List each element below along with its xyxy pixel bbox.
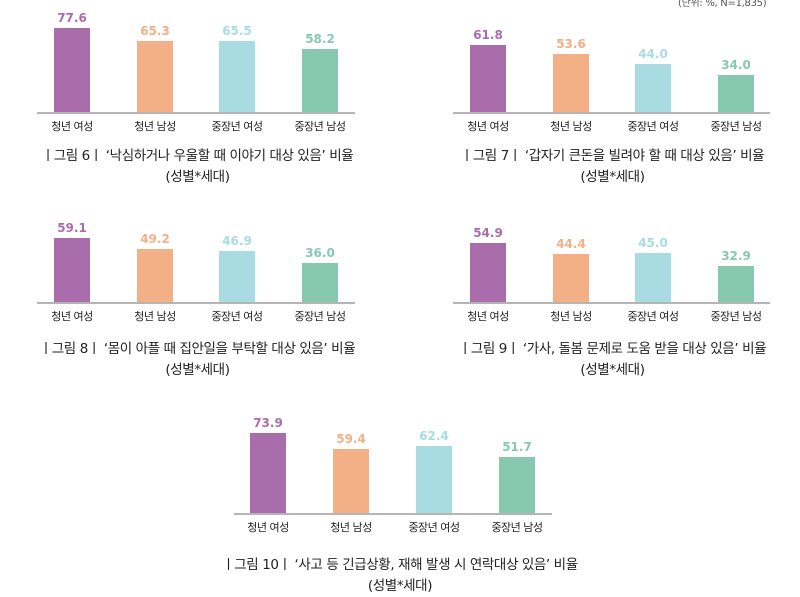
unit-note: (단위: %, N=1,835): [678, 0, 767, 9]
bar-middle-male: [718, 266, 754, 302]
category-label-young-male: 청년 남성: [134, 120, 176, 133]
value-label-middle-female: 65.5: [222, 24, 252, 39]
category-label-young-male: 청년 남성: [134, 310, 176, 323]
figure-subtitle: (성별*세대): [165, 169, 230, 185]
category-label-middle-male: 중장년 남성: [294, 310, 346, 323]
figure-title: ‘낙심하거나 우울할 때 이야기 대상 있음’ 비율: [105, 148, 354, 164]
value-label-young-female: 59.1: [57, 221, 87, 236]
value-label-young-female: 73.9: [253, 416, 283, 431]
bar-middle-female: [219, 251, 255, 302]
value-label-young-female: 54.9: [473, 225, 503, 240]
figure-title: ‘사고 등 긴급상황, 재해 발생 시 연락대상 있음’ 비율: [294, 557, 579, 573]
category-label-middle-male: 중장년 남성: [710, 120, 762, 133]
bar-middle-female: [635, 64, 671, 112]
bar-middle-female: [416, 445, 452, 513]
bar-young-male: [553, 54, 589, 112]
category-label-young-female: 청년 여성: [467, 310, 509, 323]
value-label-middle-female: 46.9: [222, 234, 252, 249]
value-label-young-male: 44.4: [556, 237, 586, 252]
bar-young-male: [333, 448, 369, 513]
value-label-young-female: 77.6: [57, 11, 87, 26]
figure-9-caption: ㅣ그림 9ㅣ ‘가사, 돌봄 문제로 도움 받을 대상 있음’ 비율 (성별*세…: [425, 339, 800, 381]
bar-middle-male: [718, 75, 754, 112]
x-axis-line: [37, 112, 355, 114]
x-axis-line: [234, 513, 552, 515]
category-label-middle-female: 중장년 여성: [211, 310, 263, 323]
value-label-middle-female: 62.4: [419, 428, 449, 443]
category-label-middle-female: 중장년 여성: [627, 310, 679, 323]
category-label-middle-male: 중장년 남성: [491, 521, 543, 534]
bar-young-male: [553, 254, 589, 302]
bar-middle-male: [499, 457, 535, 513]
value-label-young-male: 65.3: [140, 24, 170, 39]
bar-middle-female: [219, 41, 255, 112]
figure-label: ㅣ그림 9ㅣ: [458, 341, 520, 357]
category-label-young-female: 청년 여성: [467, 120, 509, 133]
category-label-young-male: 청년 남성: [550, 310, 592, 323]
value-label-young-male: 59.4: [336, 431, 366, 446]
bar-young-female: [250, 433, 286, 513]
category-label-young-female: 청년 여성: [51, 310, 93, 323]
category-label-middle-male: 중장년 남성: [294, 120, 346, 133]
value-label-middle-male: 32.9: [721, 249, 751, 264]
bar-young-male: [137, 248, 173, 302]
value-label-middle-female: 44.0: [638, 47, 668, 62]
value-label-young-female: 61.8: [473, 28, 503, 43]
category-label-young-female: 청년 여성: [51, 120, 93, 133]
x-axis-line: [453, 302, 770, 304]
figure-title: ‘가사, 돌봄 문제로 도움 받을 대상 있음’ 비율: [522, 341, 767, 357]
figure-subtitle: (성별*세대): [580, 169, 645, 185]
category-label-young-male: 청년 남성: [550, 120, 592, 133]
bar-middle-male: [302, 49, 338, 112]
x-axis-line: [453, 112, 770, 114]
value-label-middle-male: 36.0: [305, 246, 335, 261]
bar-young-female: [54, 28, 90, 112]
figure-label: ㅣ그림 10ㅣ: [222, 557, 291, 573]
value-label-middle-female: 45.0: [638, 236, 668, 251]
figure-label: ㅣ그림 7ㅣ: [460, 148, 522, 164]
value-label-middle-male: 34.0: [721, 58, 751, 73]
bar-middle-female: [635, 253, 671, 302]
category-label-middle-female: 중장년 여성: [627, 120, 679, 133]
bar-young-female: [470, 242, 506, 302]
category-label-middle-male: 중장년 남성: [710, 310, 762, 323]
bar-young-female: [54, 238, 90, 302]
figure-10-caption: ㅣ그림 10ㅣ ‘사고 등 긴급상황, 재해 발생 시 연락대상 있음’ 비율 …: [180, 555, 620, 597]
bar-young-female: [470, 45, 506, 112]
category-label-young-female: 청년 여성: [247, 521, 289, 534]
category-label-young-male: 청년 남성: [330, 521, 372, 534]
value-label-middle-male: 58.2: [305, 32, 335, 47]
figure-label: ㅣ그림 6ㅣ: [41, 148, 103, 164]
figure-title: ‘갑자기 큰돈을 빌려야 할 때 대상 있음’ 비율: [524, 148, 765, 164]
value-label-young-male: 49.2: [140, 231, 170, 246]
x-axis-line: [37, 302, 355, 304]
bar-middle-male: [302, 263, 338, 302]
figure-6-caption: ㅣ그림 6ㅣ ‘낙심하거나 우울할 때 이야기 대상 있음’ 비율 (성별*세대…: [10, 146, 385, 188]
bar-young-male: [137, 41, 173, 112]
figure-subtitle: (성별*세대): [165, 362, 230, 378]
figure-subtitle: (성별*세대): [580, 362, 645, 378]
figure-7-caption: ㅣ그림 7ㅣ ‘갑자기 큰돈을 빌려야 할 때 대상 있음’ 비율 (성별*세대…: [425, 146, 800, 188]
figure-title: ‘몸이 아플 때 집안일을 부탁할 대상 있음’ 비율: [103, 341, 356, 357]
figure-label: ㅣ그림 8ㅣ: [39, 341, 101, 357]
category-label-middle-female: 중장년 여성: [408, 521, 460, 534]
category-label-middle-female: 중장년 여성: [211, 120, 263, 133]
value-label-young-male: 53.6: [556, 37, 586, 52]
figure-subtitle: (성별*세대): [367, 578, 433, 594]
figure-8-caption: ㅣ그림 8ㅣ ‘몸이 아플 때 집안일을 부탁할 대상 있음’ 비율 (성별*세…: [10, 339, 385, 381]
value-label-middle-male: 51.7: [502, 440, 532, 455]
